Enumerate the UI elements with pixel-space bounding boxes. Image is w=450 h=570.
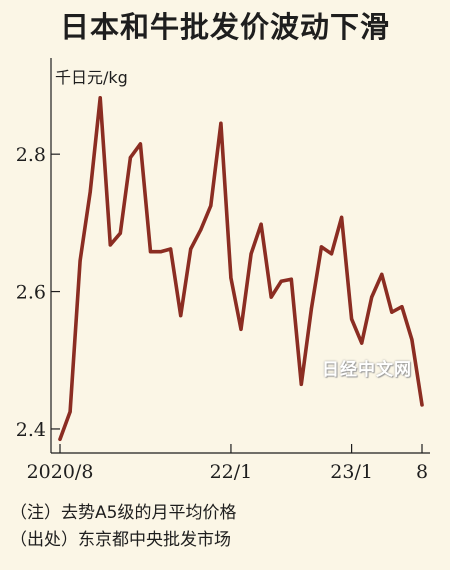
- data-point: [189, 247, 193, 251]
- data-point: [209, 204, 213, 208]
- footnotes: （注）去势A5级的月平均价格 （出处）东京都中央批发市场: [10, 500, 236, 554]
- y-tick-label: 2.8: [16, 144, 46, 166]
- x-tick-label: 2020/8: [27, 461, 94, 483]
- data-point: [229, 276, 233, 280]
- data-point: [299, 382, 303, 386]
- y-axis-unit-label: 千日元/kg: [55, 68, 128, 87]
- data-point: [108, 243, 112, 247]
- chart-axes: 2.4 2.6 2.8 2020/8 22/1 23/1 8: [16, 58, 430, 483]
- x-tick-label: 23/1: [330, 461, 373, 483]
- data-point: [118, 231, 122, 235]
- data-point: [390, 310, 394, 314]
- chart-series: [58, 96, 424, 442]
- data-point: [219, 121, 223, 125]
- y-tick-label: 2.4: [16, 419, 46, 441]
- data-point: [350, 317, 354, 321]
- data-point: [128, 156, 132, 160]
- data-point: [98, 96, 102, 100]
- data-point: [400, 305, 404, 309]
- data-point: [279, 279, 283, 283]
- data-point: [88, 190, 92, 194]
- data-point: [329, 252, 334, 256]
- data-point: [319, 245, 323, 249]
- data-point: [309, 307, 313, 311]
- x-tick-label: 8: [416, 461, 428, 483]
- data-point: [249, 252, 253, 256]
- data-point: [370, 295, 374, 299]
- data-point: [239, 327, 243, 331]
- data-point: [159, 250, 163, 254]
- series-line: [58, 96, 424, 442]
- data-point: [138, 142, 142, 146]
- data-point: [68, 410, 72, 414]
- data-point: [380, 272, 384, 276]
- chart-title: 日本和牛批发价波动下滑: [59, 10, 390, 44]
- data-point: [340, 215, 344, 219]
- data-point: [58, 437, 62, 441]
- note-text: （注）去势A5级的月平均价格: [10, 503, 237, 523]
- data-point: [259, 222, 263, 226]
- data-point: [269, 295, 273, 299]
- data-point: [410, 338, 414, 342]
- watermark: 日经中文网: [322, 360, 412, 380]
- data-point: [360, 341, 364, 345]
- source-text: （出处）东京都中央批发市场: [10, 530, 231, 550]
- data-point: [199, 228, 203, 232]
- data-point: [78, 259, 82, 263]
- data-point: [179, 314, 183, 318]
- y-tick-label: 2.6: [16, 282, 46, 304]
- data-point: [420, 403, 424, 407]
- data-point: [169, 247, 173, 251]
- data-point: [148, 250, 153, 254]
- data-point: [289, 277, 293, 281]
- x-tick-label: 22/1: [210, 461, 253, 483]
